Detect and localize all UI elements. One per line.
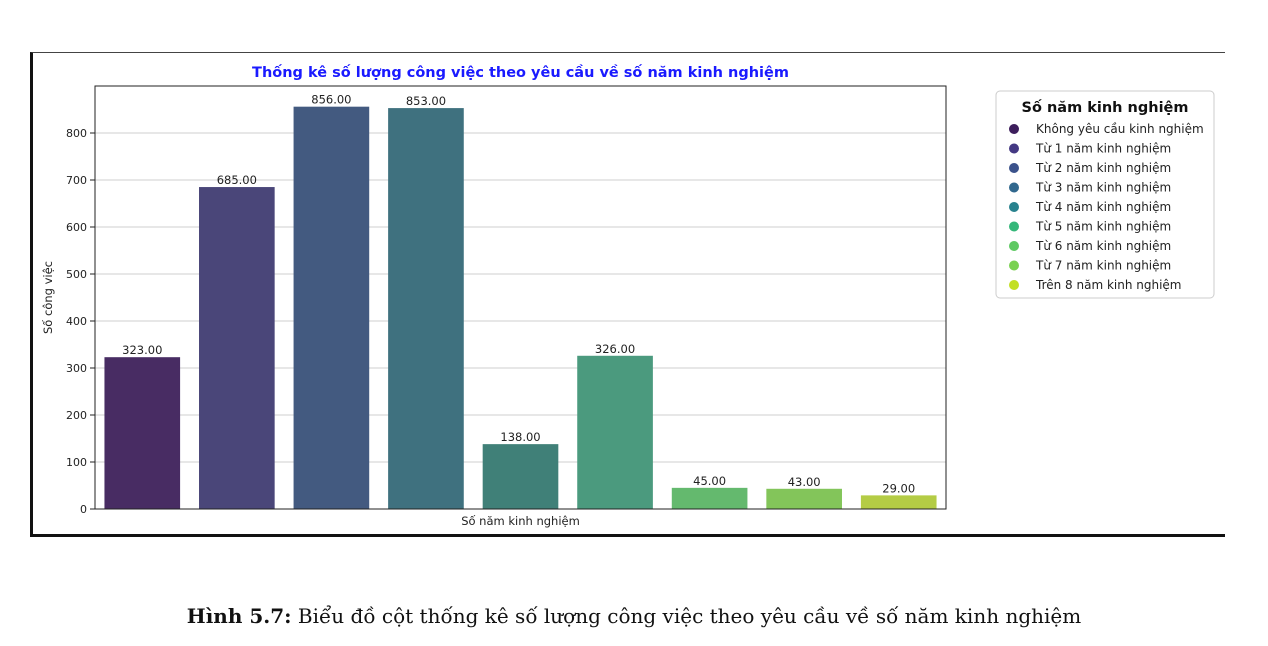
legend-entry: Từ 5 năm kinh nghiệm: [1035, 220, 1171, 234]
chart-title: Thống kê số lượng công việc theo yêu cầu…: [252, 64, 789, 81]
y-tick-label: 600: [66, 221, 87, 234]
legend-entry: Từ 6 năm kinh nghiệm: [1035, 239, 1171, 253]
bar-value-label: 138.00: [500, 430, 540, 444]
caption-text: Biểu đồ cột thống kê số lượng công việc …: [291, 604, 1082, 628]
legend-entry: Từ 4 năm kinh nghiệm: [1035, 200, 1171, 214]
legend-marker: [1009, 124, 1019, 134]
bar-value-label: 29.00: [882, 481, 915, 495]
bar: [766, 488, 842, 509]
legend-marker: [1009, 143, 1019, 154]
y-tick-label: 800: [66, 127, 87, 140]
y-tick-label: 300: [66, 362, 87, 375]
y-tick-label: 0: [80, 503, 87, 516]
legend-marker: [1009, 221, 1019, 232]
caption-label: Hình 5.7:: [186, 604, 292, 628]
figure-frame: [30, 52, 1225, 537]
legend-title: Số năm kinh nghiệm: [1022, 99, 1189, 116]
bar-value-label: 856.00: [311, 93, 351, 107]
y-tick-label: 500: [66, 268, 87, 281]
x-axis-label: Số năm kinh nghiệm: [461, 514, 580, 528]
legend-marker: [1009, 202, 1019, 212]
legend-marker: [1009, 280, 1019, 290]
bar: [482, 444, 559, 509]
y-tick-label: 700: [66, 174, 87, 187]
y-tick-label: 400: [66, 315, 87, 328]
legend-entry: Trên 8 năm kinh nghiệm: [1035, 278, 1182, 292]
legend-entry: Từ 7 năm kinh nghiệm: [1035, 259, 1171, 273]
legend-entry: Từ 2 năm kinh nghiệm: [1035, 161, 1171, 175]
bar-chart: 0 100 200 300 400 500 600 700 800 323.00 685.00 856…: [41, 64, 1215, 528]
legend-box: [995, 90, 1215, 299]
bar: [199, 187, 275, 510]
bar: [860, 495, 937, 509]
legend-entry: Không yêu cầu kinh nghiệm: [1036, 122, 1204, 136]
bar: [577, 355, 653, 509]
bar: [671, 487, 748, 509]
bar-value-label: 45.00: [693, 474, 726, 488]
plot-border: [94, 85, 947, 510]
legend-marker: [1009, 182, 1019, 193]
bar: [388, 108, 464, 509]
bar-value-label: 853.00: [406, 94, 446, 108]
legend-entry: Từ 1 năm kinh nghiệm: [1035, 142, 1171, 156]
bar-value-label: 43.00: [788, 475, 821, 489]
legend-marker: [1009, 260, 1019, 271]
bar: [104, 357, 181, 509]
figure-caption: Hình 5.7: Biểu đồ cột thống kê số lượng …: [0, 604, 1268, 628]
bar-value-label: 685.00: [217, 173, 257, 187]
y-tick-label: 100: [66, 456, 87, 469]
bar: [293, 106, 370, 510]
y-tick-label: 200: [66, 409, 87, 422]
legend-marker: [1009, 163, 1019, 173]
bar-value-label: 326.00: [595, 342, 635, 356]
legend-entry: Từ 3 năm kinh nghiệm: [1035, 181, 1171, 195]
y-axis-label: Số công việc: [41, 261, 55, 334]
bar-value-label: 323.00: [122, 343, 162, 357]
legend-marker: [1009, 241, 1019, 251]
